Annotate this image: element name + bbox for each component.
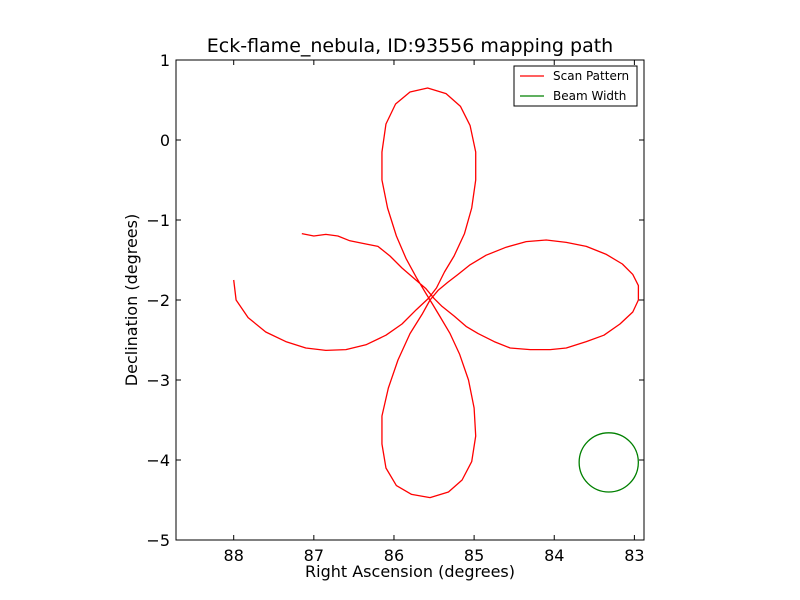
y-axis: 1 0 −1 −2 −3 −4 −5 — [146, 51, 644, 550]
legend: Scan Pattern Beam Width — [513, 65, 638, 107]
chart-title: Eck-flame_nebula, ID:93556 mapping path — [207, 35, 613, 57]
y-tick-label: −3 — [146, 371, 170, 390]
x-tick-label: 88 — [224, 546, 244, 565]
x-tick-label: 86 — [384, 546, 404, 565]
y-tick-label: −4 — [146, 451, 170, 470]
y-tick-label: 0 — [160, 131, 170, 150]
plot-frame — [176, 60, 644, 540]
x-axis-label: Right Ascension (degrees) — [305, 562, 515, 581]
legend-label-scan-pattern: Scan Pattern — [553, 69, 629, 83]
legend-box — [513, 65, 638, 107]
x-axis: 88 87 86 85 84 83 — [224, 60, 645, 565]
y-tick-label: −2 — [146, 291, 170, 310]
legend-label-beam-width: Beam Width — [553, 89, 626, 103]
scan-pattern-line — [233, 87, 640, 499]
x-tick-label: 83 — [624, 546, 644, 565]
plot-area — [175, 59, 645, 541]
x-tick-label: 85 — [464, 546, 484, 565]
beam-width-circle — [578, 432, 639, 493]
y-tick-label: 1 — [160, 51, 170, 70]
y-tick-label: −5 — [146, 531, 170, 550]
y-axis-label: Declination (degrees) — [122, 214, 141, 386]
x-tick-label: 87 — [304, 546, 324, 565]
x-tick-label: 84 — [544, 546, 564, 565]
y-tick-label: −1 — [146, 211, 170, 230]
